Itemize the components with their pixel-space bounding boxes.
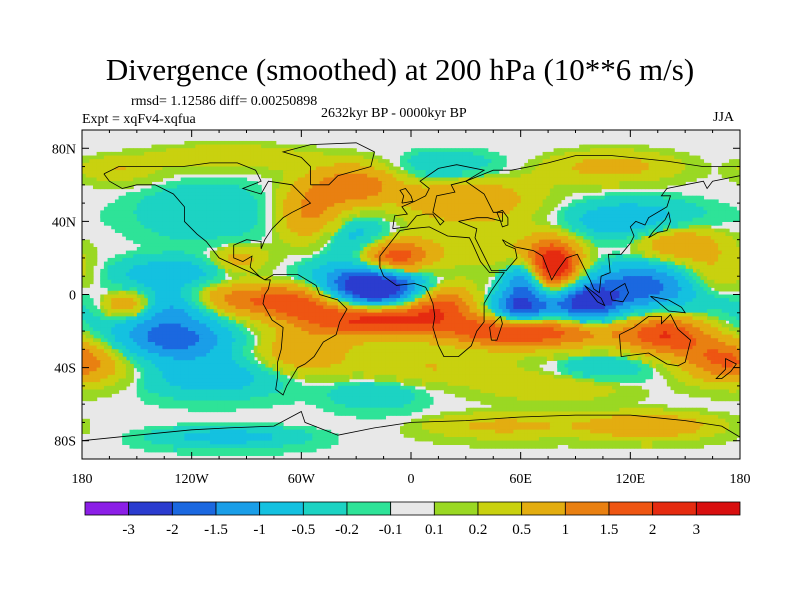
field-cell xyxy=(144,177,153,186)
field-cell xyxy=(312,243,321,252)
field-cell xyxy=(732,214,740,222)
field-cell xyxy=(253,232,262,241)
divergence-field xyxy=(82,130,740,459)
field-cell xyxy=(304,246,313,255)
chart-title: Divergence (smoothed) at 200 hPa (10**6 … xyxy=(105,52,695,87)
period-label: 2632kyr BP - 0000kyr BP xyxy=(321,106,467,121)
field-cell xyxy=(659,181,668,190)
field-cell xyxy=(619,239,628,248)
field-cell xyxy=(476,170,485,179)
field-cell xyxy=(714,217,723,226)
field-cell xyxy=(564,188,573,197)
field-cell xyxy=(626,236,635,244)
season-label: JJA xyxy=(713,110,735,125)
field-cell xyxy=(688,173,697,182)
field-cell xyxy=(213,239,222,248)
field-cell xyxy=(498,261,507,270)
field-cell xyxy=(736,177,740,186)
field-cell xyxy=(593,184,602,193)
stats-label: rmsd= 1.12586 diff= 0.00250898 xyxy=(131,94,318,109)
field-cell xyxy=(166,170,174,179)
field-cell xyxy=(677,177,686,186)
experiment-label: Expt = xqFv4-xqfua xyxy=(82,112,196,127)
field-cell xyxy=(699,170,708,179)
field-cell xyxy=(125,181,134,190)
field-cell xyxy=(155,173,164,182)
